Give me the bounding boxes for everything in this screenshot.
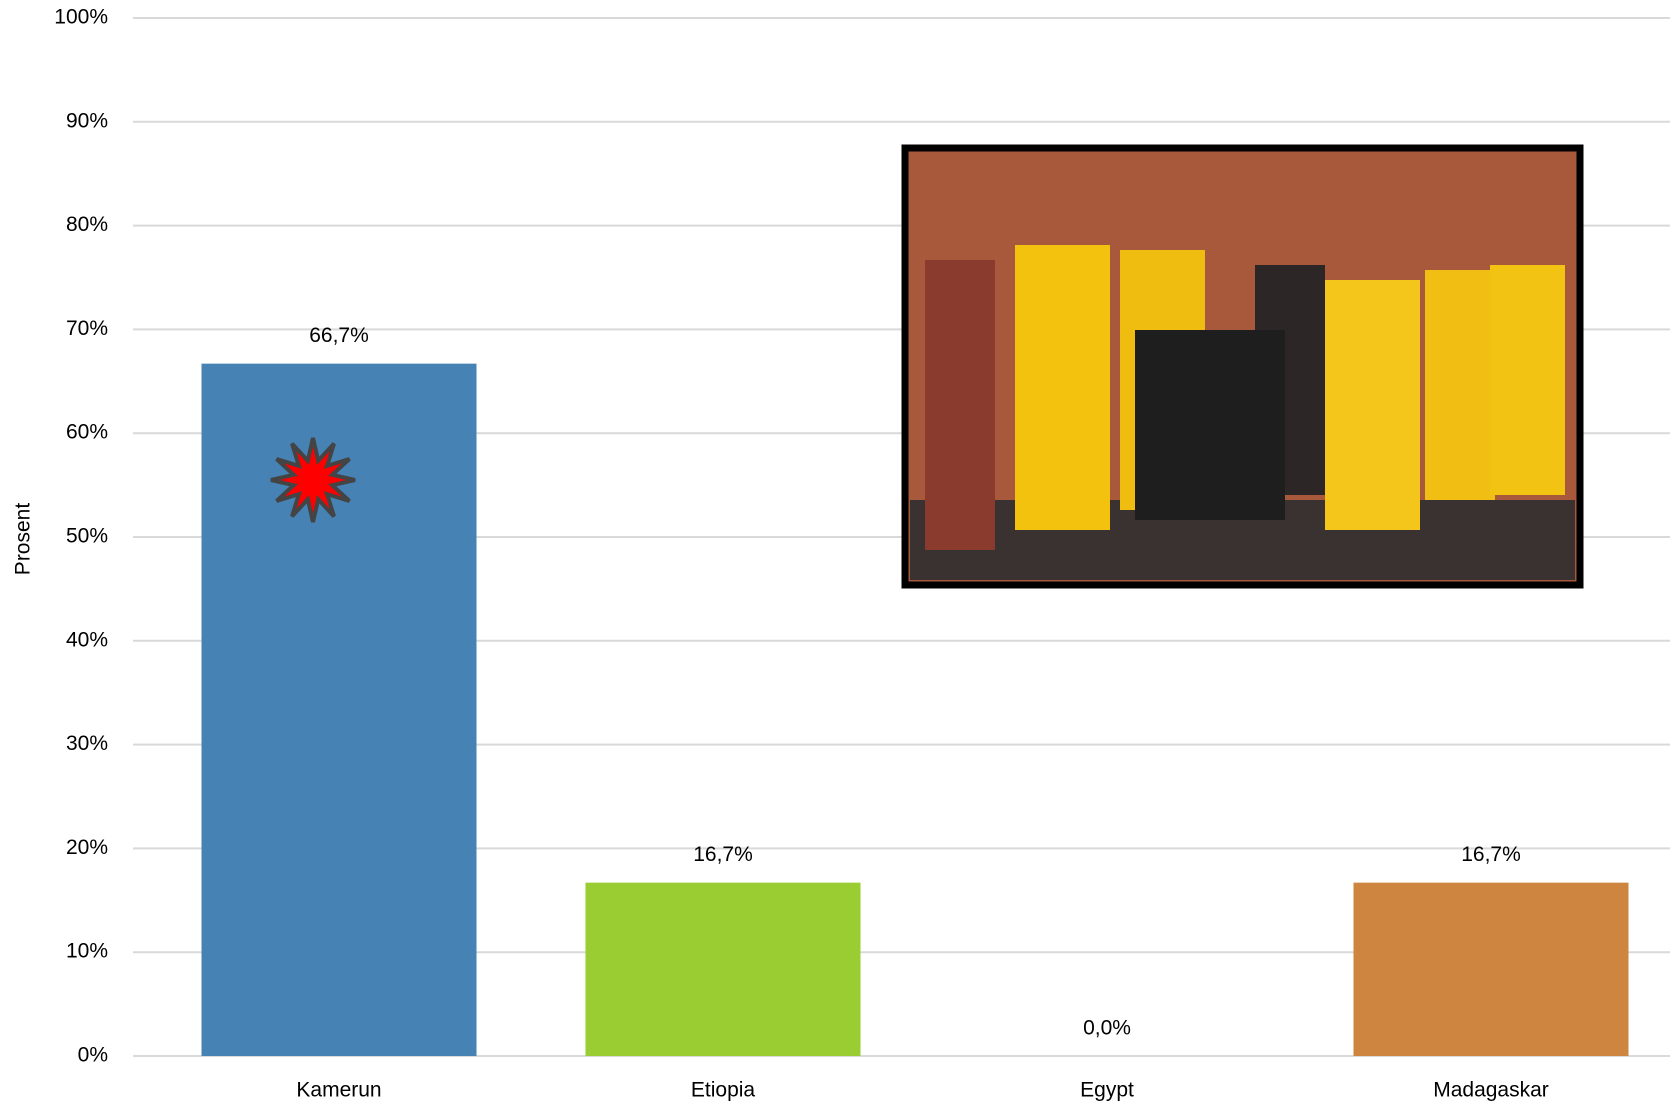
value-label: 16,7% <box>1461 843 1521 866</box>
photo-figure <box>925 260 995 550</box>
x-tick-label: Madagaskar <box>1433 1079 1549 1102</box>
y-tick-label: 60% <box>66 421 108 444</box>
photo-figure <box>1015 245 1110 530</box>
x-tick-label: Egypt <box>1080 1079 1134 1102</box>
bar <box>585 882 861 1056</box>
bar <box>1353 882 1629 1056</box>
value-label: 0,0% <box>1083 1017 1131 1040</box>
photo-speaker <box>1135 330 1285 520</box>
y-tick-label: 80% <box>66 213 108 236</box>
y-tick-label: 100% <box>54 6 108 29</box>
photo-figure <box>1325 280 1420 530</box>
x-tick-label: Kamerun <box>296 1079 381 1102</box>
y-axis-label: Prosent <box>12 503 35 576</box>
burst-icon <box>270 437 356 523</box>
y-tick-label: 30% <box>66 732 108 755</box>
y-tick-label: 90% <box>66 109 108 132</box>
y-tick-label: 20% <box>66 836 108 859</box>
x-tick-label: Etiopia <box>691 1079 756 1102</box>
photo-figure <box>1425 270 1495 500</box>
y-tick-label: 70% <box>66 317 108 340</box>
value-label: 16,7% <box>693 843 753 866</box>
y-tick-label: 50% <box>66 525 108 548</box>
y-tick-label: 40% <box>66 628 108 651</box>
photo-figure <box>1490 265 1565 495</box>
photo <box>901 144 1584 589</box>
value-label: 66,7% <box>309 324 369 347</box>
y-tick-label: 0% <box>78 1044 108 1067</box>
y-tick-label: 10% <box>66 940 108 963</box>
